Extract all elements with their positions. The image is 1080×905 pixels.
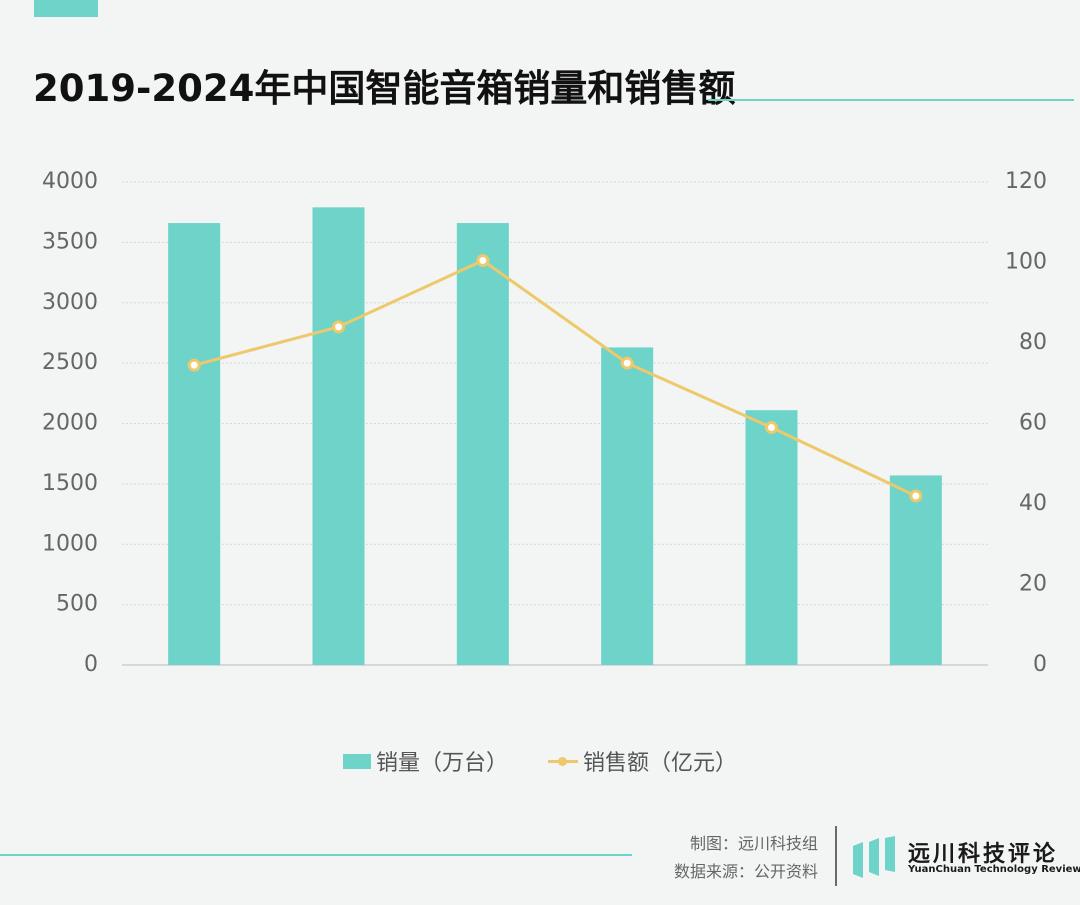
line-point: [620, 356, 634, 370]
legend-item-bar: 销量（万台）: [343, 744, 508, 778]
bar: [745, 410, 798, 665]
line-point: [765, 421, 778, 435]
y-right-tick-label: 0: [1033, 652, 1047, 677]
bar: [601, 347, 654, 665]
top-accent-block: [34, 0, 98, 17]
y-left-tick-label: 1500: [42, 471, 98, 496]
y-right-tick-label: 120: [1005, 169, 1047, 194]
line-point: [332, 320, 345, 334]
legend-line-label: 销售额（亿元）: [583, 751, 738, 776]
line-point: [187, 358, 201, 372]
chart-title: 2019-2024年中国智能音箱销量和销售额: [33, 67, 736, 110]
y-right-tick-label: 60: [1019, 411, 1047, 436]
y-right-tick-label: 40: [1019, 491, 1047, 516]
line-point: [909, 489, 923, 503]
line-series: [193, 258, 917, 498]
legend-item-line: 销售额（亿元）: [548, 744, 737, 778]
y-left-tick-label: 3000: [42, 290, 98, 315]
y-left-tick-label: 500: [56, 592, 98, 617]
credit-source: 数据来源：公开资料: [673, 862, 818, 881]
bar: [168, 223, 221, 665]
y-right-tick-label: 20: [1019, 572, 1047, 597]
y-left-tick-label: 4000: [42, 169, 98, 194]
bar: [889, 475, 942, 665]
y-right-tick-label: 80: [1019, 330, 1047, 355]
y-left-tick-label: 0: [84, 652, 98, 677]
brand-english-name: YuanChuan Technology Review: [908, 864, 1080, 875]
legend-bar-label: 销量（万台）: [376, 751, 509, 776]
line-point: [476, 253, 490, 267]
bottom-rule: [0, 854, 632, 856]
y-right-tick-label: 100: [1005, 250, 1047, 275]
credit-made-by: 制图：远川科技组: [689, 834, 818, 853]
y-left-tick-label: 3500: [42, 229, 98, 254]
y-left-tick-label: 2000: [42, 411, 98, 436]
brand-logo-icon: [853, 836, 895, 878]
title-rule: [708, 99, 1074, 101]
y-left-tick-label: 2500: [42, 350, 98, 375]
bar: [456, 223, 509, 665]
bar: [312, 207, 365, 666]
brand-name: 远川科技评论: [908, 842, 1059, 867]
y-left-tick-label: 1000: [42, 531, 98, 556]
legend-bar-swatch: [343, 753, 371, 769]
legend-line-swatch: [548, 754, 578, 769]
footer-divider: [835, 826, 837, 886]
chart-svg: 0 500 1000 1500 2000 2500 3000 3500 4000 0 20 40 60 8…: [42, 169, 1047, 677]
